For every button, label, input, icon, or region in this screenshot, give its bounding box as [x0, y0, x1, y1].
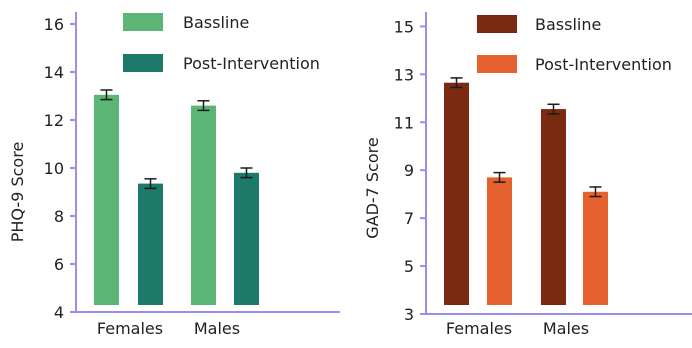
y-tick-label: 11 [394, 113, 414, 132]
y-axis-label: GAD-7 Score [363, 137, 382, 239]
bar [487, 177, 512, 305]
bar [234, 172, 259, 305]
chart-2: 3 5 7 9 11 13 15 GAD-7 Score Females Males Basslin… [363, 12, 692, 338]
category-label: Males [543, 319, 589, 338]
category-label: Females [446, 319, 512, 338]
chart-1: 4 6 8 10 12 14 16 PHQ-9 Score Females Males Bassli… [8, 12, 340, 338]
bar [138, 183, 163, 305]
legend: Bassline Post-Intervention [123, 13, 320, 73]
bar [541, 109, 566, 305]
y-tick-label: 3 [404, 305, 414, 324]
legend-swatch [123, 13, 163, 31]
y-tick-label: 14 [44, 63, 64, 82]
bar [583, 191, 608, 305]
bar [191, 105, 216, 305]
legend-label: Post-Intervention [183, 54, 320, 73]
y-tick-label: 9 [404, 161, 414, 180]
y-tick-label: 10 [44, 159, 64, 178]
y-tick-label: 12 [44, 111, 64, 130]
bar [94, 94, 119, 305]
legend: Bassline Post-Intervention [477, 15, 672, 74]
y-tick-label: 7 [404, 209, 414, 228]
legend-label: Post-Intervention [535, 55, 672, 74]
y-tick-label: 5 [404, 257, 414, 276]
y-tick-label: 13 [394, 65, 414, 84]
legend-label: Bassline [183, 13, 249, 32]
legend-swatch [123, 54, 163, 72]
y-axis-label: PHQ-9 Score [8, 142, 27, 243]
y-tick-label: 16 [44, 15, 64, 34]
category-label: Males [194, 319, 240, 338]
y-tick-label: 6 [54, 255, 64, 274]
legend-swatch [477, 55, 517, 73]
y-tick-label: 4 [54, 303, 64, 322]
legend-swatch [477, 15, 517, 33]
category-label: Females [97, 319, 163, 338]
legend-label: Bassline [535, 15, 601, 34]
bar [444, 82, 469, 305]
y-tick-label: 15 [394, 17, 414, 36]
y-tick-label: 8 [54, 207, 64, 226]
